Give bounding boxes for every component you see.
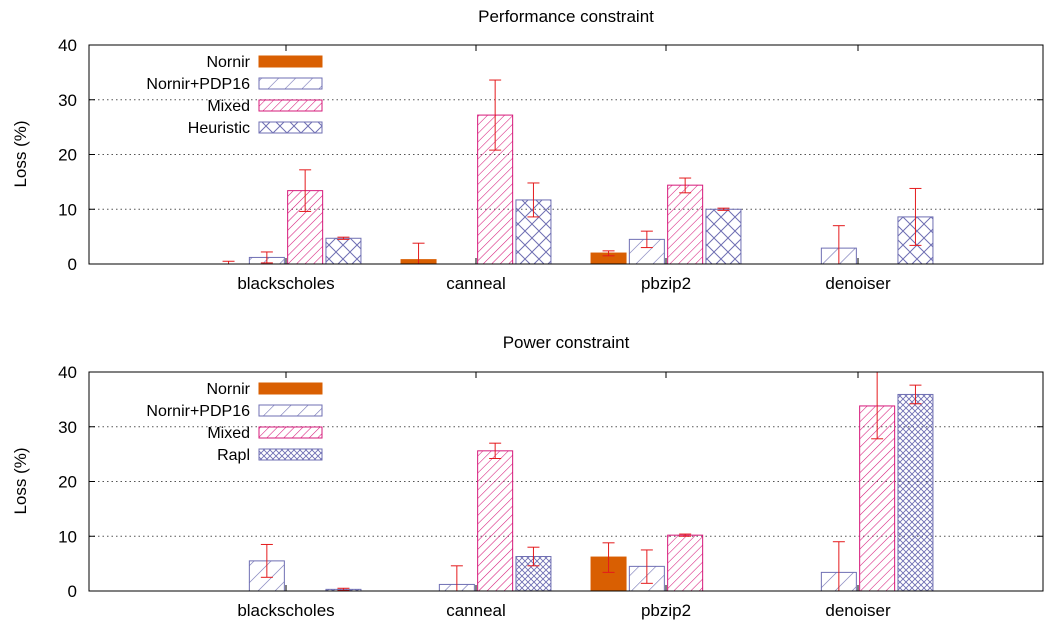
legend-label: Mixed bbox=[207, 425, 250, 442]
y-tick-label: 0 bbox=[68, 255, 77, 274]
legend-label: Rapl bbox=[217, 447, 250, 464]
legend-swatch bbox=[258, 404, 323, 417]
x-tick-label: blackscholes bbox=[237, 274, 334, 293]
bar-rapl bbox=[897, 393, 934, 592]
legend-swatch bbox=[258, 77, 323, 90]
x-tick-label: pbzip2 bbox=[641, 274, 691, 293]
bar-mixed bbox=[667, 184, 704, 265]
y-tick-label: 10 bbox=[58, 527, 77, 546]
x-tick-label: denoiser bbox=[825, 274, 891, 293]
chart-title: Performance constraint bbox=[478, 7, 654, 26]
bar-mixed bbox=[667, 534, 704, 592]
legend-label: Nornir+PDP16 bbox=[146, 403, 250, 420]
legend-label: Nornir bbox=[206, 54, 250, 71]
y-tick-label: 40 bbox=[58, 363, 77, 382]
bar-heuristic bbox=[325, 237, 362, 265]
plot-frame bbox=[88, 371, 1044, 592]
y-tick-label: 0 bbox=[68, 582, 77, 601]
bar-heuristic bbox=[705, 208, 742, 265]
legend-swatch bbox=[258, 382, 323, 395]
x-tick-label: pbzip2 bbox=[641, 601, 691, 620]
x-tick-label: blackscholes bbox=[237, 601, 334, 620]
x-tick-label: canneal bbox=[446, 274, 506, 293]
x-tick-label: canneal bbox=[446, 601, 506, 620]
legend-label: Mixed bbox=[207, 98, 250, 115]
legend-label: Nornir bbox=[206, 381, 250, 398]
legend-swatch bbox=[258, 99, 323, 112]
legend-swatch bbox=[258, 55, 323, 68]
plot-frame bbox=[88, 44, 1044, 265]
legend-swatch bbox=[258, 121, 323, 134]
power-panel: 0 10 20 30 40 blackscholes canneal pbzip2 denois… bbox=[58, 363, 1044, 620]
x-tick-label: denoiser bbox=[825, 601, 891, 620]
y-tick-label: 20 bbox=[58, 473, 77, 492]
y-tick-label: 30 bbox=[58, 91, 77, 110]
legend-label: Heuristic bbox=[188, 120, 250, 137]
legend-swatch bbox=[258, 426, 323, 439]
y-tick-label: 10 bbox=[58, 200, 77, 219]
legend-label: Nornir+PDP16 bbox=[146, 76, 250, 93]
y-tick-label: 30 bbox=[58, 418, 77, 437]
chart-title: Power constraint bbox=[503, 333, 630, 352]
y-tick-label: 20 bbox=[58, 146, 77, 165]
legend-swatch bbox=[258, 448, 323, 461]
performance-panel: 0 10 20 30 40 blackscholes canneal pbzip2 denois… bbox=[58, 36, 1044, 293]
y-tick-label: 40 bbox=[58, 36, 77, 55]
bar-mixed bbox=[477, 450, 514, 592]
y-axis-label: Loss (%) bbox=[11, 120, 30, 187]
y-axis-label: Loss (%) bbox=[11, 447, 30, 514]
